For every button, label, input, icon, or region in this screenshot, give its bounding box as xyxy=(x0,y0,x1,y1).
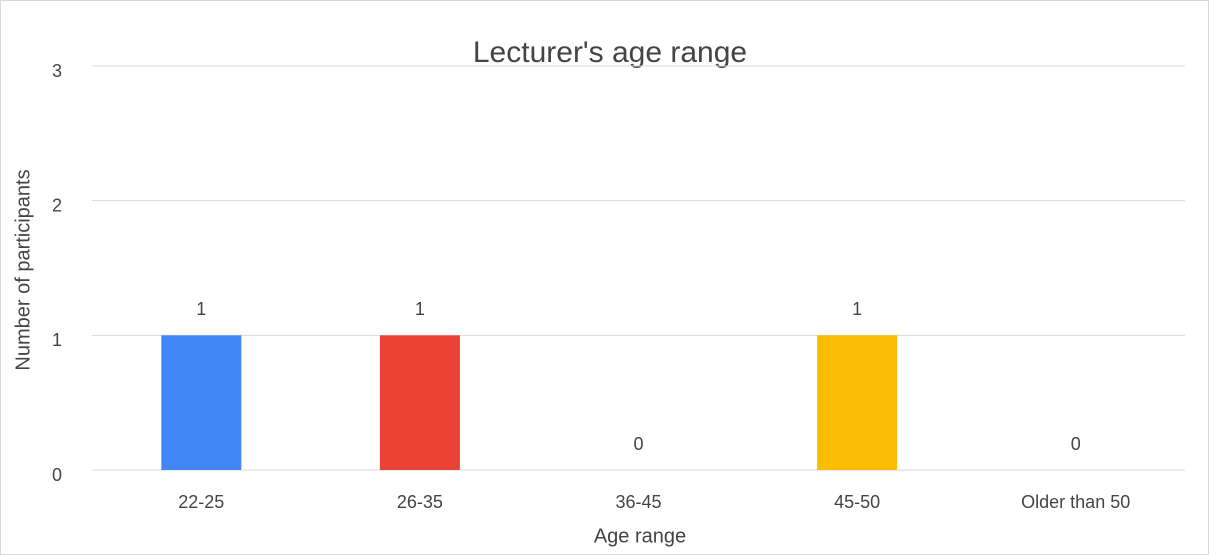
bar xyxy=(379,335,460,470)
x-axis-title: Age range xyxy=(594,525,686,547)
y-tick-label: 2 xyxy=(52,195,62,215)
y-axis-title: Number of participants xyxy=(12,169,34,370)
data-label: 0 xyxy=(1071,434,1081,454)
x-tick-label: 45-50 xyxy=(834,492,880,512)
y-tick-label: 3 xyxy=(52,61,62,81)
data-label: 1 xyxy=(196,299,206,319)
x-tick-label: 22-25 xyxy=(178,492,224,512)
y-tick-label: 0 xyxy=(52,465,62,485)
data-label: 0 xyxy=(633,434,643,454)
x-tick-label: 26-35 xyxy=(397,492,443,512)
chart-title: Lecturer's age range xyxy=(473,36,747,69)
data-label: 1 xyxy=(852,299,862,319)
bar xyxy=(817,335,898,470)
bar xyxy=(161,335,242,470)
y-tick-label: 1 xyxy=(52,330,62,350)
data-label: 1 xyxy=(415,299,425,319)
x-tick-label: 36-45 xyxy=(615,492,661,512)
x-tick-label: Older than 50 xyxy=(1021,492,1130,512)
